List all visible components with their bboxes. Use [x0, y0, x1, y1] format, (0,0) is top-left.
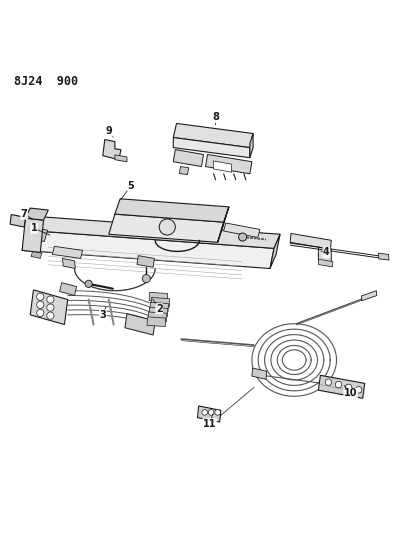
Polygon shape — [22, 218, 44, 253]
Polygon shape — [137, 256, 154, 268]
Circle shape — [142, 274, 150, 282]
Polygon shape — [173, 138, 250, 158]
Polygon shape — [197, 406, 221, 422]
Circle shape — [37, 293, 44, 301]
Polygon shape — [361, 290, 377, 301]
Circle shape — [325, 379, 332, 385]
Polygon shape — [22, 216, 32, 251]
Polygon shape — [115, 199, 229, 222]
Polygon shape — [213, 161, 232, 172]
Polygon shape — [115, 155, 127, 161]
Text: 8: 8 — [212, 112, 219, 123]
Text: 3: 3 — [100, 310, 106, 320]
Polygon shape — [250, 133, 253, 158]
Polygon shape — [150, 302, 168, 312]
Circle shape — [37, 301, 44, 309]
Polygon shape — [125, 313, 155, 335]
Polygon shape — [270, 235, 280, 269]
Polygon shape — [10, 214, 25, 227]
Circle shape — [202, 409, 208, 415]
Polygon shape — [318, 259, 333, 267]
Text: 7: 7 — [21, 209, 27, 219]
Circle shape — [355, 386, 362, 393]
Circle shape — [208, 409, 214, 415]
Polygon shape — [25, 208, 48, 220]
Polygon shape — [148, 312, 167, 322]
Circle shape — [47, 304, 54, 311]
Polygon shape — [62, 259, 75, 269]
Polygon shape — [290, 233, 331, 249]
Circle shape — [47, 312, 54, 319]
Polygon shape — [252, 368, 267, 379]
Polygon shape — [103, 140, 121, 160]
Circle shape — [215, 409, 220, 415]
Polygon shape — [149, 292, 168, 302]
Polygon shape — [27, 241, 38, 248]
Polygon shape — [149, 307, 168, 317]
Polygon shape — [318, 247, 331, 262]
Text: 5: 5 — [128, 181, 134, 191]
Polygon shape — [224, 223, 260, 238]
Polygon shape — [179, 166, 189, 175]
Circle shape — [37, 309, 44, 317]
Circle shape — [345, 384, 352, 391]
Text: 11: 11 — [203, 418, 216, 429]
Circle shape — [335, 381, 342, 388]
Text: 2: 2 — [156, 304, 162, 314]
Polygon shape — [22, 230, 274, 269]
Circle shape — [85, 280, 92, 287]
Polygon shape — [173, 124, 253, 148]
Circle shape — [159, 219, 175, 235]
Polygon shape — [26, 216, 280, 248]
Circle shape — [47, 296, 54, 303]
Polygon shape — [52, 246, 83, 259]
Text: 1: 1 — [31, 223, 37, 233]
Polygon shape — [31, 251, 42, 259]
Text: 9: 9 — [106, 126, 112, 136]
Polygon shape — [147, 317, 166, 327]
Text: 4: 4 — [323, 247, 330, 257]
Polygon shape — [173, 150, 204, 166]
Circle shape — [239, 233, 247, 241]
Polygon shape — [60, 282, 77, 295]
Polygon shape — [109, 214, 224, 243]
Polygon shape — [218, 207, 229, 243]
Polygon shape — [206, 155, 252, 174]
Text: 10: 10 — [344, 389, 357, 399]
Polygon shape — [30, 290, 68, 325]
Polygon shape — [151, 297, 170, 307]
Text: 8J24  900: 8J24 900 — [14, 75, 78, 88]
Polygon shape — [318, 375, 365, 398]
Polygon shape — [378, 253, 389, 260]
Polygon shape — [26, 227, 48, 241]
